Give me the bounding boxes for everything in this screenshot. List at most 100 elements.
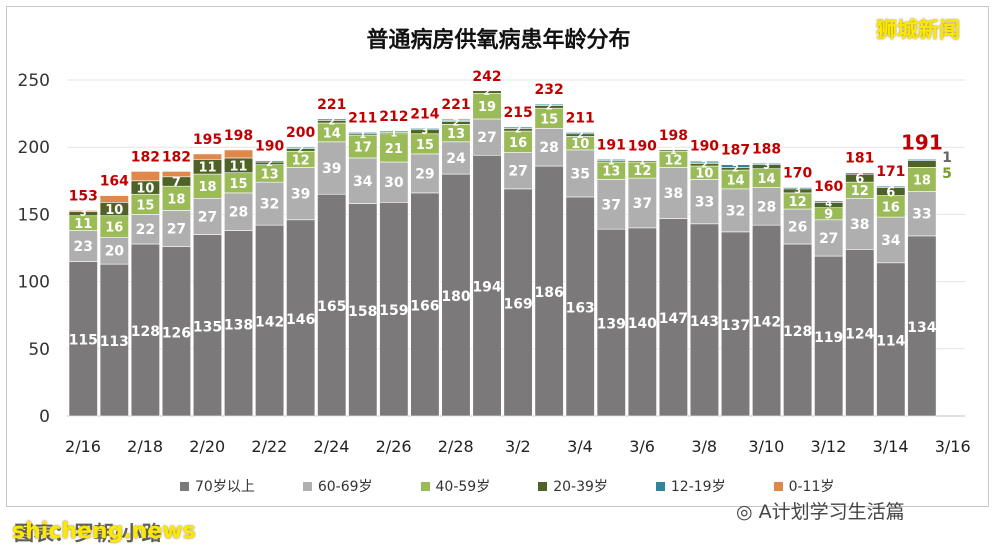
- bar-segment-12-19: [286, 146, 316, 149]
- data-label-40-59: 14: [758, 172, 776, 187]
- bar-segment-20-39: [627, 160, 657, 163]
- total-label: 211: [566, 110, 595, 126]
- total-label: 221: [317, 97, 346, 113]
- data-label-60-69: 27: [477, 130, 496, 146]
- legend-label: 40-59岁: [435, 479, 491, 495]
- bar-segment-12-19: [534, 103, 564, 106]
- data-label-70-plus: 124: [845, 327, 874, 343]
- bar-segment-0-11: [68, 210, 98, 213]
- bar-segment-60-69: [255, 181, 285, 226]
- y-tick-label: 250: [18, 71, 50, 91]
- bar-segment-20-39: [472, 90, 502, 94]
- data-label-40-59: 12: [664, 153, 682, 168]
- data-label-20-39: 2: [546, 102, 553, 113]
- data-label-60-69: 39: [291, 187, 310, 203]
- legend-item: 0-11岁: [773, 476, 834, 496]
- total-label: 187: [721, 143, 750, 159]
- data-label-60-69: 27: [508, 164, 527, 180]
- bar-segment-12-19: [876, 185, 906, 188]
- data-label-70-plus: 159: [379, 303, 408, 319]
- data-label-60-69: 27: [198, 209, 217, 225]
- bar-segment-12-19: [720, 164, 751, 168]
- data-label-60-69: 37: [602, 197, 621, 213]
- bar-segment-60-69: [689, 179, 720, 225]
- data-label-70-plus: 135: [193, 319, 222, 335]
- data-label-40-59: 18: [198, 180, 216, 195]
- legend-item: 20-39岁: [538, 476, 608, 496]
- bar-segment-60-69: [658, 167, 688, 219]
- data-label-40-59: 15: [416, 138, 434, 153]
- data-label-70-plus: 140: [628, 316, 657, 332]
- data-label-70-plus: 115: [69, 333, 98, 349]
- data-label-40-59: 16: [509, 136, 527, 151]
- data-label-60-69: 33: [912, 207, 931, 223]
- data-label-60-69: 34: [881, 233, 901, 249]
- bar-segment-70+: [255, 224, 285, 417]
- bar-segment-70+: [286, 219, 316, 417]
- x-tick-label: 2/16: [65, 437, 101, 456]
- data-label-70-plus: 134: [907, 320, 936, 336]
- bar-segment-12-19: [907, 158, 937, 161]
- y-tick-label: 50: [28, 340, 50, 360]
- data-label-60-69: 38: [664, 186, 683, 202]
- data-label-40-59: 18: [913, 173, 931, 188]
- bar-segment-60-69: [876, 216, 906, 264]
- bar-segment-70+: [317, 193, 347, 417]
- x-tick-label: 3/8: [691, 437, 717, 456]
- bar-segment-12-19: [410, 128, 440, 131]
- data-label-40-59: 12: [789, 195, 807, 210]
- data-label-70-plus: 146: [286, 312, 315, 328]
- total-label: 221: [441, 97, 470, 113]
- bar-segment-70+: [720, 231, 751, 417]
- data-label-60-69: 23: [74, 239, 93, 255]
- bar-segment-70+: [565, 196, 595, 417]
- total-label: 190: [255, 139, 284, 155]
- data-label-70-plus: 143: [690, 314, 719, 330]
- total-label: 212: [379, 109, 408, 125]
- data-label-60-69: 26: [788, 219, 807, 235]
- data-label-40-59: 15: [540, 112, 558, 127]
- legend-swatch: [420, 481, 430, 491]
- data-label-60-69: 24: [446, 151, 466, 167]
- data-label-20-39: 1: [670, 146, 677, 157]
- total-label: 153: [69, 188, 98, 204]
- data-label-20-39: 11: [198, 161, 216, 176]
- data-label-60-69: 32: [726, 203, 745, 219]
- bar-segment-12-19: [752, 163, 782, 165]
- data-label-40-59: 12: [292, 153, 310, 168]
- bar-segment-60-69: [565, 149, 595, 198]
- data-label-70-plus: 128: [131, 324, 160, 340]
- data-label-20-39: 6: [886, 186, 895, 201]
- data-label-20-39: 7: [172, 175, 181, 190]
- data-label-40-59: 10: [695, 167, 713, 182]
- bar-segment-60-69: [68, 230, 98, 262]
- data-label-60-69: 20: [105, 244, 125, 260]
- legend-label: 12-19岁: [670, 479, 726, 495]
- bar-segment-70+: [472, 154, 502, 417]
- x-tick-label: 2/18: [127, 437, 163, 456]
- bar-segment-60-69: [814, 219, 844, 257]
- legend-item: 12-19岁: [655, 476, 726, 496]
- legend-swatch: [538, 481, 548, 491]
- bar-segment-70+: [752, 224, 782, 417]
- data-label-40-59: 13: [447, 127, 465, 142]
- data-label-70-plus: 194: [472, 280, 501, 296]
- y-tick-label: 100: [18, 273, 50, 293]
- data-label-60-69: 38: [850, 217, 869, 233]
- legend: 70岁以上 60-69岁 40-59岁 20-39岁 12-19岁 0-11岁: [180, 476, 882, 496]
- data-label-60-69: 28: [757, 199, 776, 215]
- total-label: 215: [503, 105, 532, 121]
- bar-segment-0-11: [99, 195, 129, 203]
- bar-segment-70+: [130, 243, 160, 417]
- total-label: 232: [535, 82, 564, 98]
- data-label-20-39: 10: [105, 203, 123, 218]
- bar-segment-12-19: [565, 132, 595, 135]
- data-label-20-39: 4: [825, 198, 832, 209]
- x-tick-label: 3/6: [629, 437, 655, 456]
- side-label-12-19: 1: [942, 150, 952, 166]
- data-label-20-39: 3: [80, 208, 87, 219]
- x-tick-label: 3/12: [810, 437, 846, 456]
- data-label-20-39: 3: [794, 185, 801, 196]
- data-label-60-69: 30: [384, 175, 404, 191]
